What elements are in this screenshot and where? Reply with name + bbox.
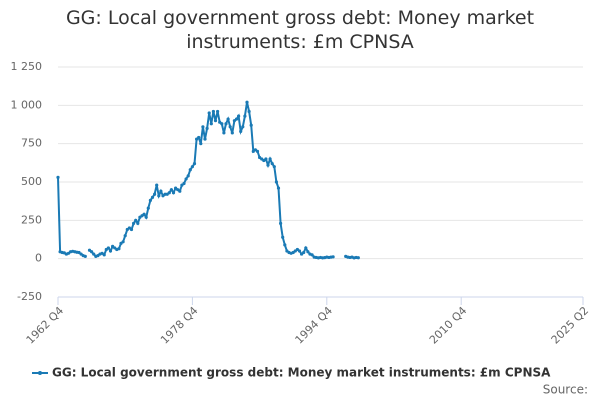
y-tick-label: 1 250 [11,60,43,73]
data-point [153,192,157,196]
data-point [283,243,287,247]
data-point [129,227,134,232]
data-point [182,181,186,186]
chart-title: GG: Local government gross debt: Money m… [65,7,535,53]
data-point [249,123,253,127]
data-point [155,183,159,187]
data-point [90,250,94,254]
data-point [92,252,96,256]
data-point [184,177,188,181]
x-tick-label: 1994 Q4 [293,304,336,347]
data-point [197,135,201,140]
data-point [171,191,176,195]
data-point [268,157,272,161]
data-point [247,109,251,114]
data-point [108,249,113,253]
data-point [199,142,203,146]
data-point [297,249,302,253]
legend-text: GG: Local government gross debt: Money m… [52,366,551,380]
data-point [224,122,228,126]
legend-marker [38,371,42,375]
x-tick-label: 1978 Q4 [158,304,201,347]
y-tick-label: -250 [17,290,42,303]
data-point [211,109,215,114]
data-point [310,253,314,257]
y-tick-label: 0 [35,252,42,265]
data-point [234,117,239,121]
data-point [264,157,268,161]
data-point [228,125,232,129]
data-point [243,114,247,118]
data-point [148,198,152,202]
data-point [56,175,60,179]
data-point [220,122,224,126]
data-point [207,111,211,115]
data-point [144,215,148,219]
data-point [121,240,125,244]
data-point [205,126,209,130]
data-point [266,163,270,167]
data-point [209,122,213,126]
data-point [142,212,146,216]
y-tick-label: 250 [21,213,42,226]
series-line [57,102,359,259]
data-point [270,162,274,166]
data-point [203,137,207,141]
y-tick-label: 1 000 [11,98,43,111]
x-tick-label: 2010 Q4 [427,304,470,347]
data-point [123,234,127,238]
data-point [188,168,192,172]
data-point [274,180,278,184]
data-point [106,246,110,250]
x-tick-label: 1962 Q4 [24,304,67,347]
data-point [245,100,249,104]
data-point [186,174,190,178]
data-point [132,221,136,225]
data-point [279,221,283,225]
data-point [159,189,163,193]
data-point [102,253,106,257]
data-point [226,117,230,121]
data-point [356,256,360,260]
data-point [331,255,335,259]
data-point [255,149,260,153]
data-point [239,129,243,133]
data-point [237,114,241,118]
data-point [146,206,150,210]
data-point [304,246,308,250]
data-point [136,221,140,225]
x-tick-label: 2025 Q2 [549,304,592,347]
data-point [83,254,87,258]
data-point [169,188,173,192]
data-point [150,195,155,199]
data-point [201,125,205,129]
data-point [281,235,285,239]
source-label: Source: [543,383,588,397]
data-point [178,189,182,193]
data-point [157,194,161,198]
data-point [134,218,138,222]
data-point [216,109,220,114]
data-point [213,119,218,123]
data-point [167,191,171,195]
data-point [190,165,194,169]
data-point [302,250,306,255]
y-tick-label: 500 [21,175,42,188]
data-point [222,131,226,135]
data-point [272,165,276,169]
data-point [306,250,310,254]
data-point [230,131,234,135]
data-point [192,162,197,166]
y-tick-label: 750 [21,137,42,150]
data-point [276,186,281,190]
data-point [117,247,121,251]
data-point [241,125,245,129]
